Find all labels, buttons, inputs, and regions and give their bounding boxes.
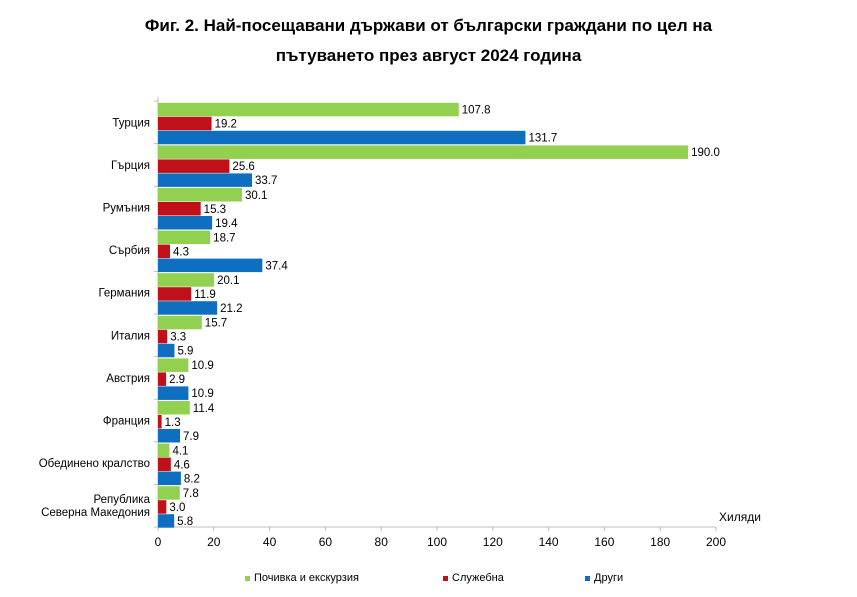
bar xyxy=(158,188,242,202)
bar xyxy=(158,443,170,458)
bar xyxy=(158,301,218,315)
x-tick-label: 20 xyxy=(207,535,221,549)
bar-value-label: 5.8 xyxy=(177,516,193,528)
bar-value-label: 15.3 xyxy=(204,204,226,216)
bar-value-label: 11.4 xyxy=(193,403,215,415)
bar xyxy=(158,329,168,344)
bar xyxy=(158,372,167,386)
legend-swatch-other xyxy=(585,575,590,581)
category-label: Обединено кралство xyxy=(39,458,150,470)
bar xyxy=(158,173,253,187)
bar-value-label: 19.2 xyxy=(215,119,237,131)
bar-value-label: 18.7 xyxy=(213,232,235,244)
category-label: Германия xyxy=(98,288,150,300)
category-label: Румъния xyxy=(103,203,150,215)
bar xyxy=(158,159,230,173)
bar xyxy=(158,116,212,131)
legend-item-other: Други xyxy=(585,572,623,584)
bar-value-label: 37.4 xyxy=(265,260,288,272)
bar xyxy=(158,343,175,358)
bar-value-label: 25.6 xyxy=(232,161,254,173)
bar-value-label: 5.9 xyxy=(177,346,193,358)
bar-value-label: 19.4 xyxy=(215,218,238,230)
legend-swatch-business xyxy=(443,575,448,581)
x-tick-label: 60 xyxy=(319,535,333,549)
bar xyxy=(158,202,201,216)
x-tick-label: 80 xyxy=(375,535,389,549)
bar xyxy=(158,315,202,330)
bar xyxy=(158,230,211,245)
x-tick-label: 120 xyxy=(483,535,503,549)
legend-label-business: Служебна xyxy=(452,572,504,584)
bar-value-label: 8.2 xyxy=(184,473,200,485)
bar xyxy=(158,500,167,514)
bar-value-label: 10.9 xyxy=(191,360,213,372)
category-label: Северна Македония xyxy=(41,507,150,519)
bar-value-label: 4.6 xyxy=(174,459,190,471)
bar xyxy=(158,258,263,273)
bar xyxy=(158,386,189,400)
bar xyxy=(158,287,192,301)
x-tick-label: 40 xyxy=(263,535,277,549)
category-label: Австрия xyxy=(106,373,150,385)
x-tick-label: 200 xyxy=(706,535,726,549)
bar xyxy=(158,514,175,528)
bar xyxy=(158,145,689,159)
bar-value-label: 4.3 xyxy=(173,246,189,258)
bar xyxy=(158,401,190,415)
bar-value-label: 107.8 xyxy=(462,105,491,117)
bar xyxy=(158,358,189,372)
category-label: Турция xyxy=(112,117,150,129)
bar-value-label: 10.9 xyxy=(191,388,213,400)
category-label: Италия xyxy=(111,330,150,342)
legend-item-business: Служебна xyxy=(443,572,504,584)
bar xyxy=(158,244,170,259)
category-label: Франция xyxy=(103,416,150,428)
x-tick-label: 100 xyxy=(427,535,447,549)
bar-value-label: 4.1 xyxy=(172,445,188,457)
x-tick-label: 180 xyxy=(650,535,670,549)
bar-value-label: 2.9 xyxy=(169,374,185,386)
legend-item-leisure: Почивка и екскурзия xyxy=(245,572,359,584)
x-tick-label: 0 xyxy=(155,535,162,549)
legend-label-leisure: Почивка и екскурзия xyxy=(254,572,359,584)
bar-value-label: 7.9 xyxy=(183,431,199,443)
category-label: Гърция xyxy=(111,160,150,172)
bar xyxy=(158,415,162,429)
bar xyxy=(158,102,459,117)
bar xyxy=(158,486,180,500)
bar-value-label: 20.1 xyxy=(217,275,239,287)
bar-value-label: 15.7 xyxy=(205,318,227,330)
x-tick-label: 140 xyxy=(539,535,559,549)
bar-value-label: 190.0 xyxy=(691,147,720,159)
bar xyxy=(158,273,215,287)
category-label: Сърбия xyxy=(109,245,150,257)
legend-swatch-leisure xyxy=(245,575,250,581)
bar-value-label: 3.3 xyxy=(170,332,186,344)
bar xyxy=(158,429,181,443)
chart-title-line-2: пътуването през август 2024 година xyxy=(275,46,582,65)
bar-value-label: 1.3 xyxy=(165,417,181,429)
x-tick-label: 160 xyxy=(594,535,614,549)
bar xyxy=(158,457,171,472)
chart-title-line-1: Фиг. 2. Най-посещавани държави от българ… xyxy=(144,16,713,35)
bar-value-label: 7.8 xyxy=(183,488,199,500)
bar-value-label: 11.9 xyxy=(194,289,216,301)
bar-value-label: 21.2 xyxy=(220,303,242,315)
category-label: Република xyxy=(93,494,150,506)
bar-value-label: 30.1 xyxy=(245,190,267,202)
bar-value-label: 33.7 xyxy=(255,175,277,187)
x-axis-label: Хиляди xyxy=(719,510,761,524)
bar xyxy=(158,471,181,486)
bar-value-label: 3.0 xyxy=(169,502,185,514)
legend-label-other: Други xyxy=(594,572,624,584)
bar xyxy=(158,130,526,145)
bar xyxy=(158,216,213,230)
bar-value-label: 131.7 xyxy=(528,133,557,145)
